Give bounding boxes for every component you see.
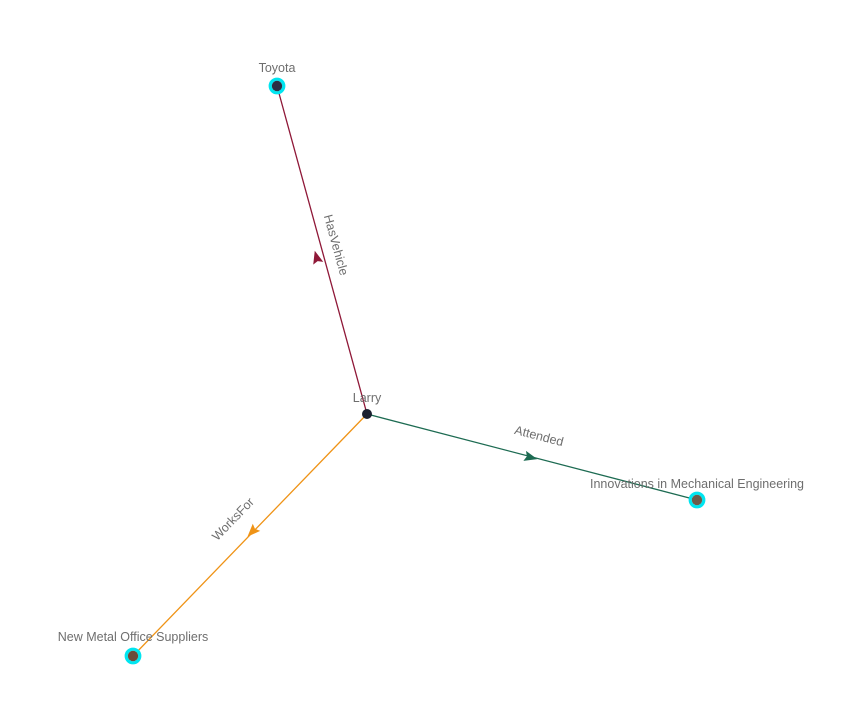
node-ring-toyota: [268, 77, 286, 95]
node-newmetal[interactable]: [124, 647, 142, 665]
node-innovations[interactable]: [688, 491, 706, 509]
edge-label-attended: Attended: [513, 423, 565, 449]
edges-layer: [132, 85, 698, 657]
node-label-larry: Larry: [353, 391, 382, 405]
node-label-toyota: Toyota: [259, 61, 296, 75]
nodes-layer: [124, 77, 706, 665]
node-ring-newmetal: [124, 647, 142, 665]
node-circle-larry[interactable]: [362, 409, 372, 419]
node-label-innovations: Innovations in Mechanical Engineering: [590, 477, 804, 491]
edge-labels-layer: HasVehicle Attended WorksFor: [209, 213, 565, 544]
arrowhead-worksfor: [247, 523, 261, 537]
arrowhead-attended: [523, 450, 538, 461]
node-circle-innovations[interactable]: [691, 494, 703, 506]
arrowhead-hasvehicle: [313, 250, 324, 265]
node-circle-newmetal[interactable]: [127, 650, 139, 662]
node-labels-layer: Toyota Larry Innovations in Mechanical Eng…: [58, 61, 804, 644]
node-label-newmetal: New Metal Office Suppliers: [58, 630, 209, 644]
edge-label-worksfor: WorksFor: [209, 495, 257, 544]
node-larry[interactable]: [362, 409, 372, 419]
arrowheads-layer: [247, 250, 538, 537]
edge-label-hasvehicle: HasVehicle: [321, 213, 351, 277]
node-circle-toyota[interactable]: [271, 80, 283, 92]
node-ring-innovations: [688, 491, 706, 509]
edge-hasvehicle[interactable]: [276, 85, 368, 415]
node-toyota[interactable]: [268, 77, 286, 95]
